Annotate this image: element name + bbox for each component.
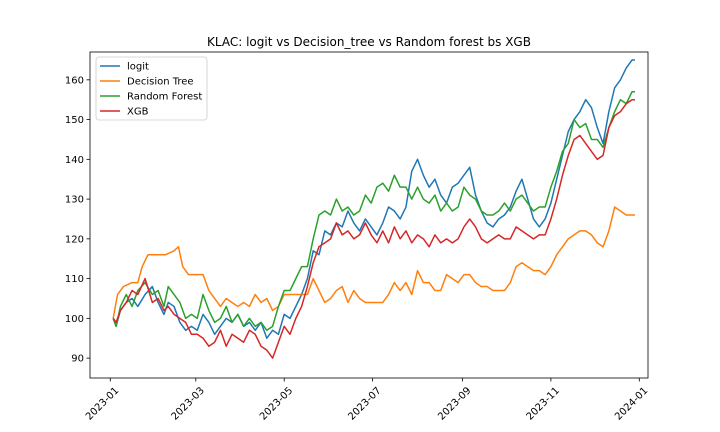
legend-label: Random Forest xyxy=(127,92,202,103)
legend-box xyxy=(95,56,208,121)
y-tick-label: 120 xyxy=(65,234,84,245)
y-tick-label: 100 xyxy=(65,314,84,325)
y-tick-label: 130 xyxy=(65,195,84,206)
legend-label: Decision Tree xyxy=(127,77,194,88)
series-line-xgb xyxy=(112,98,635,359)
plot-lines xyxy=(112,59,635,359)
y-axis: 90 100 110 120 130 140 150 160 xyxy=(65,75,90,365)
legend-label: XGB xyxy=(127,107,149,118)
legend: logit Decision Tree Random Forest XGB xyxy=(95,56,208,121)
series-line-logit xyxy=(112,59,635,339)
y-tick-label: 140 xyxy=(65,155,84,166)
y-tick-label: 90 xyxy=(71,354,84,365)
plot-frame xyxy=(89,51,649,379)
legend-label: logit xyxy=(127,62,149,73)
series-line-decision-tree xyxy=(112,206,635,319)
series-line-random-forest xyxy=(112,91,635,332)
y-tick-label: 160 xyxy=(65,75,84,86)
chart-title: KLAC: logit vs Decision_tree vs Random f… xyxy=(207,35,531,49)
y-tick-label: 110 xyxy=(65,274,84,285)
y-tick-label: 150 xyxy=(65,115,84,126)
